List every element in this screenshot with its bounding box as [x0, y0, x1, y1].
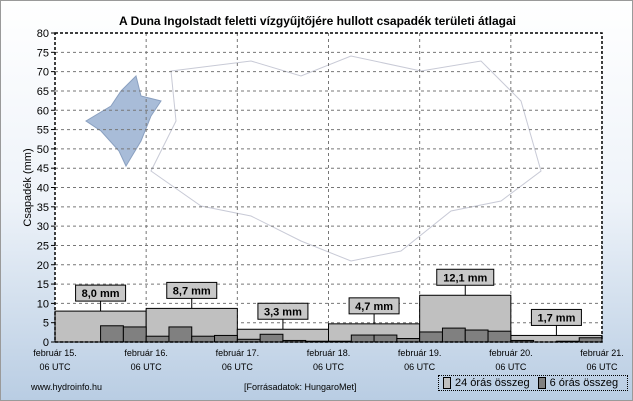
bar-6h	[100, 325, 124, 343]
source-label: [Forrásadatok: HungaroMet]	[244, 382, 357, 392]
y-tick-label: 0	[43, 337, 49, 349]
data-label-box	[436, 268, 495, 286]
y-tick-label: 35	[37, 202, 49, 214]
y-tick-label: 20	[37, 260, 49, 272]
bar-6h	[441, 327, 466, 343]
bar-6h	[122, 326, 147, 343]
legend: 24 órás összeg 6 órás összeg	[438, 375, 628, 391]
x-tick-label-time: 06 UTC	[131, 362, 163, 372]
data-label-box	[530, 308, 582, 326]
chart-title: A Duna Ingolstadt feletti vízgyűjtőjére …	[119, 14, 516, 28]
bar-6h	[259, 333, 284, 343]
bar-6h	[191, 335, 216, 343]
x-tick-label-date: február 19.	[398, 348, 442, 358]
x-tick-label-time: 06 UTC	[39, 362, 71, 372]
y-tick-label: 30	[37, 221, 49, 233]
x-tick-label-date: február 16.	[124, 348, 168, 358]
y-tick-label: 80	[37, 28, 49, 40]
data-label-box	[257, 302, 309, 320]
data-label-box	[166, 281, 218, 299]
y-tick-label: 55	[37, 125, 49, 137]
legend-swatch-24h	[443, 377, 451, 389]
y-tick-label: 70	[37, 67, 49, 79]
data-label: 12,1 mm	[443, 272, 487, 284]
y-tick-label: 65	[37, 86, 49, 98]
x-tick-label-date: február 15.	[33, 348, 77, 358]
data-label-box	[75, 284, 127, 302]
y-tick-label: 5	[43, 318, 49, 330]
data-label: 8,7 mm	[173, 285, 211, 297]
site-label: www.hydroinfo.hu	[31, 382, 103, 392]
basin-map-shape	[85, 75, 162, 168]
y-tick-label: 15	[37, 279, 49, 291]
bar-6h	[214, 334, 238, 343]
x-tick-label-time: 06 UTC	[313, 362, 345, 372]
x-tick-label-time: 06 UTC	[586, 362, 618, 372]
y-tick-label: 75	[37, 47, 49, 59]
y-tick-label: 10	[37, 298, 49, 310]
bar-6h	[145, 335, 170, 343]
y-tick-label: 45	[37, 163, 49, 175]
data-label: 4,7 mm	[355, 301, 393, 313]
data-label: 3,3 mm	[264, 306, 302, 318]
x-tick-label-date: február 18.	[307, 348, 351, 358]
y-tick-label: 40	[37, 183, 49, 195]
x-tick-label-date: február 21.	[580, 348, 624, 358]
bar-6h	[168, 326, 193, 343]
x-tick-label-date: február 20.	[489, 348, 533, 358]
data-label: 1,7 mm	[537, 312, 575, 324]
y-tick-label: 50	[37, 144, 49, 156]
x-tick-label-date: február 17.	[216, 348, 260, 358]
bar-6h	[487, 330, 512, 343]
legend-swatch-6h	[537, 377, 546, 389]
bar-6h	[373, 334, 398, 343]
bar-6h	[350, 334, 375, 343]
y-tick-label: 25	[37, 240, 49, 252]
x-tick-label-time: 06 UTC	[495, 362, 527, 372]
y-axis-label: Csapadék (mm)	[22, 148, 34, 226]
legend-label-24h: 24 órás összeg	[455, 377, 530, 389]
x-tick-label-time: 06 UTC	[404, 362, 436, 372]
data-label: 8,0 mm	[82, 288, 120, 300]
data-label-box	[348, 297, 400, 315]
plot-border	[54, 32, 603, 343]
legend-label-6h: 6 órás összeg	[549, 377, 619, 389]
region-map-outline	[150, 55, 542, 262]
bar-6h	[419, 331, 443, 343]
x-tick-label-time: 06 UTC	[222, 362, 254, 372]
bar-6h	[464, 329, 489, 343]
y-tick-label: 60	[37, 105, 49, 117]
